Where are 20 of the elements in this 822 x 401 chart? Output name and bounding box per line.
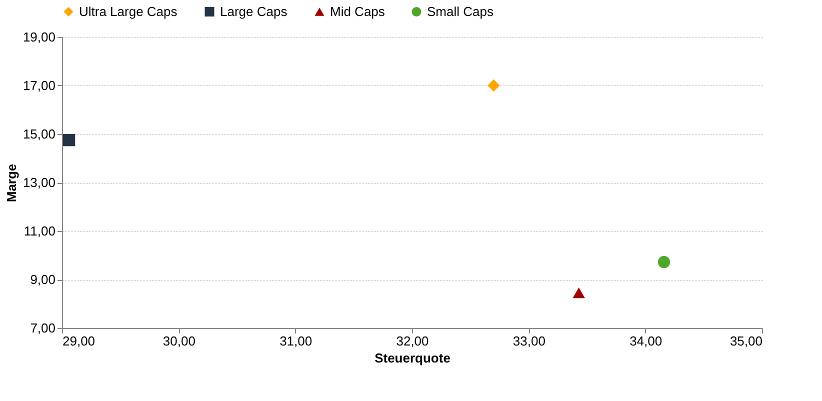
x-tick-label: 31,00 (280, 334, 312, 348)
legend-label: Small Caps (427, 4, 494, 19)
x-tick-label: 34,00 (630, 334, 662, 348)
y-tick-label: 7,00 (30, 320, 56, 336)
y-axis-title: Marge (4, 164, 19, 202)
x-tick-label: 29,00 (62, 334, 96, 348)
y-tick-label: 13,00 (22, 175, 56, 190)
y-tick-label: 9,00 (30, 272, 56, 287)
x-tick-label: 33,00 (512, 334, 546, 348)
x-axis-title: Steuerquote (374, 350, 450, 366)
x-tick-label: 30,00 (162, 334, 196, 348)
y-tick-label: 11,00 (24, 224, 56, 238)
legend-label: Ultra Large Caps (79, 4, 178, 19)
legend-label: Mid Caps (330, 4, 386, 19)
y-tick-label: 15,00 (22, 126, 56, 142)
y-tick-label: 17,00 (22, 78, 56, 93)
x-tick-label: 35,00 (730, 334, 762, 348)
legend-label: Large Caps (220, 4, 288, 19)
x-tick-label: 32,00 (396, 334, 429, 348)
y-tick-label: 19,00 (22, 30, 56, 44)
